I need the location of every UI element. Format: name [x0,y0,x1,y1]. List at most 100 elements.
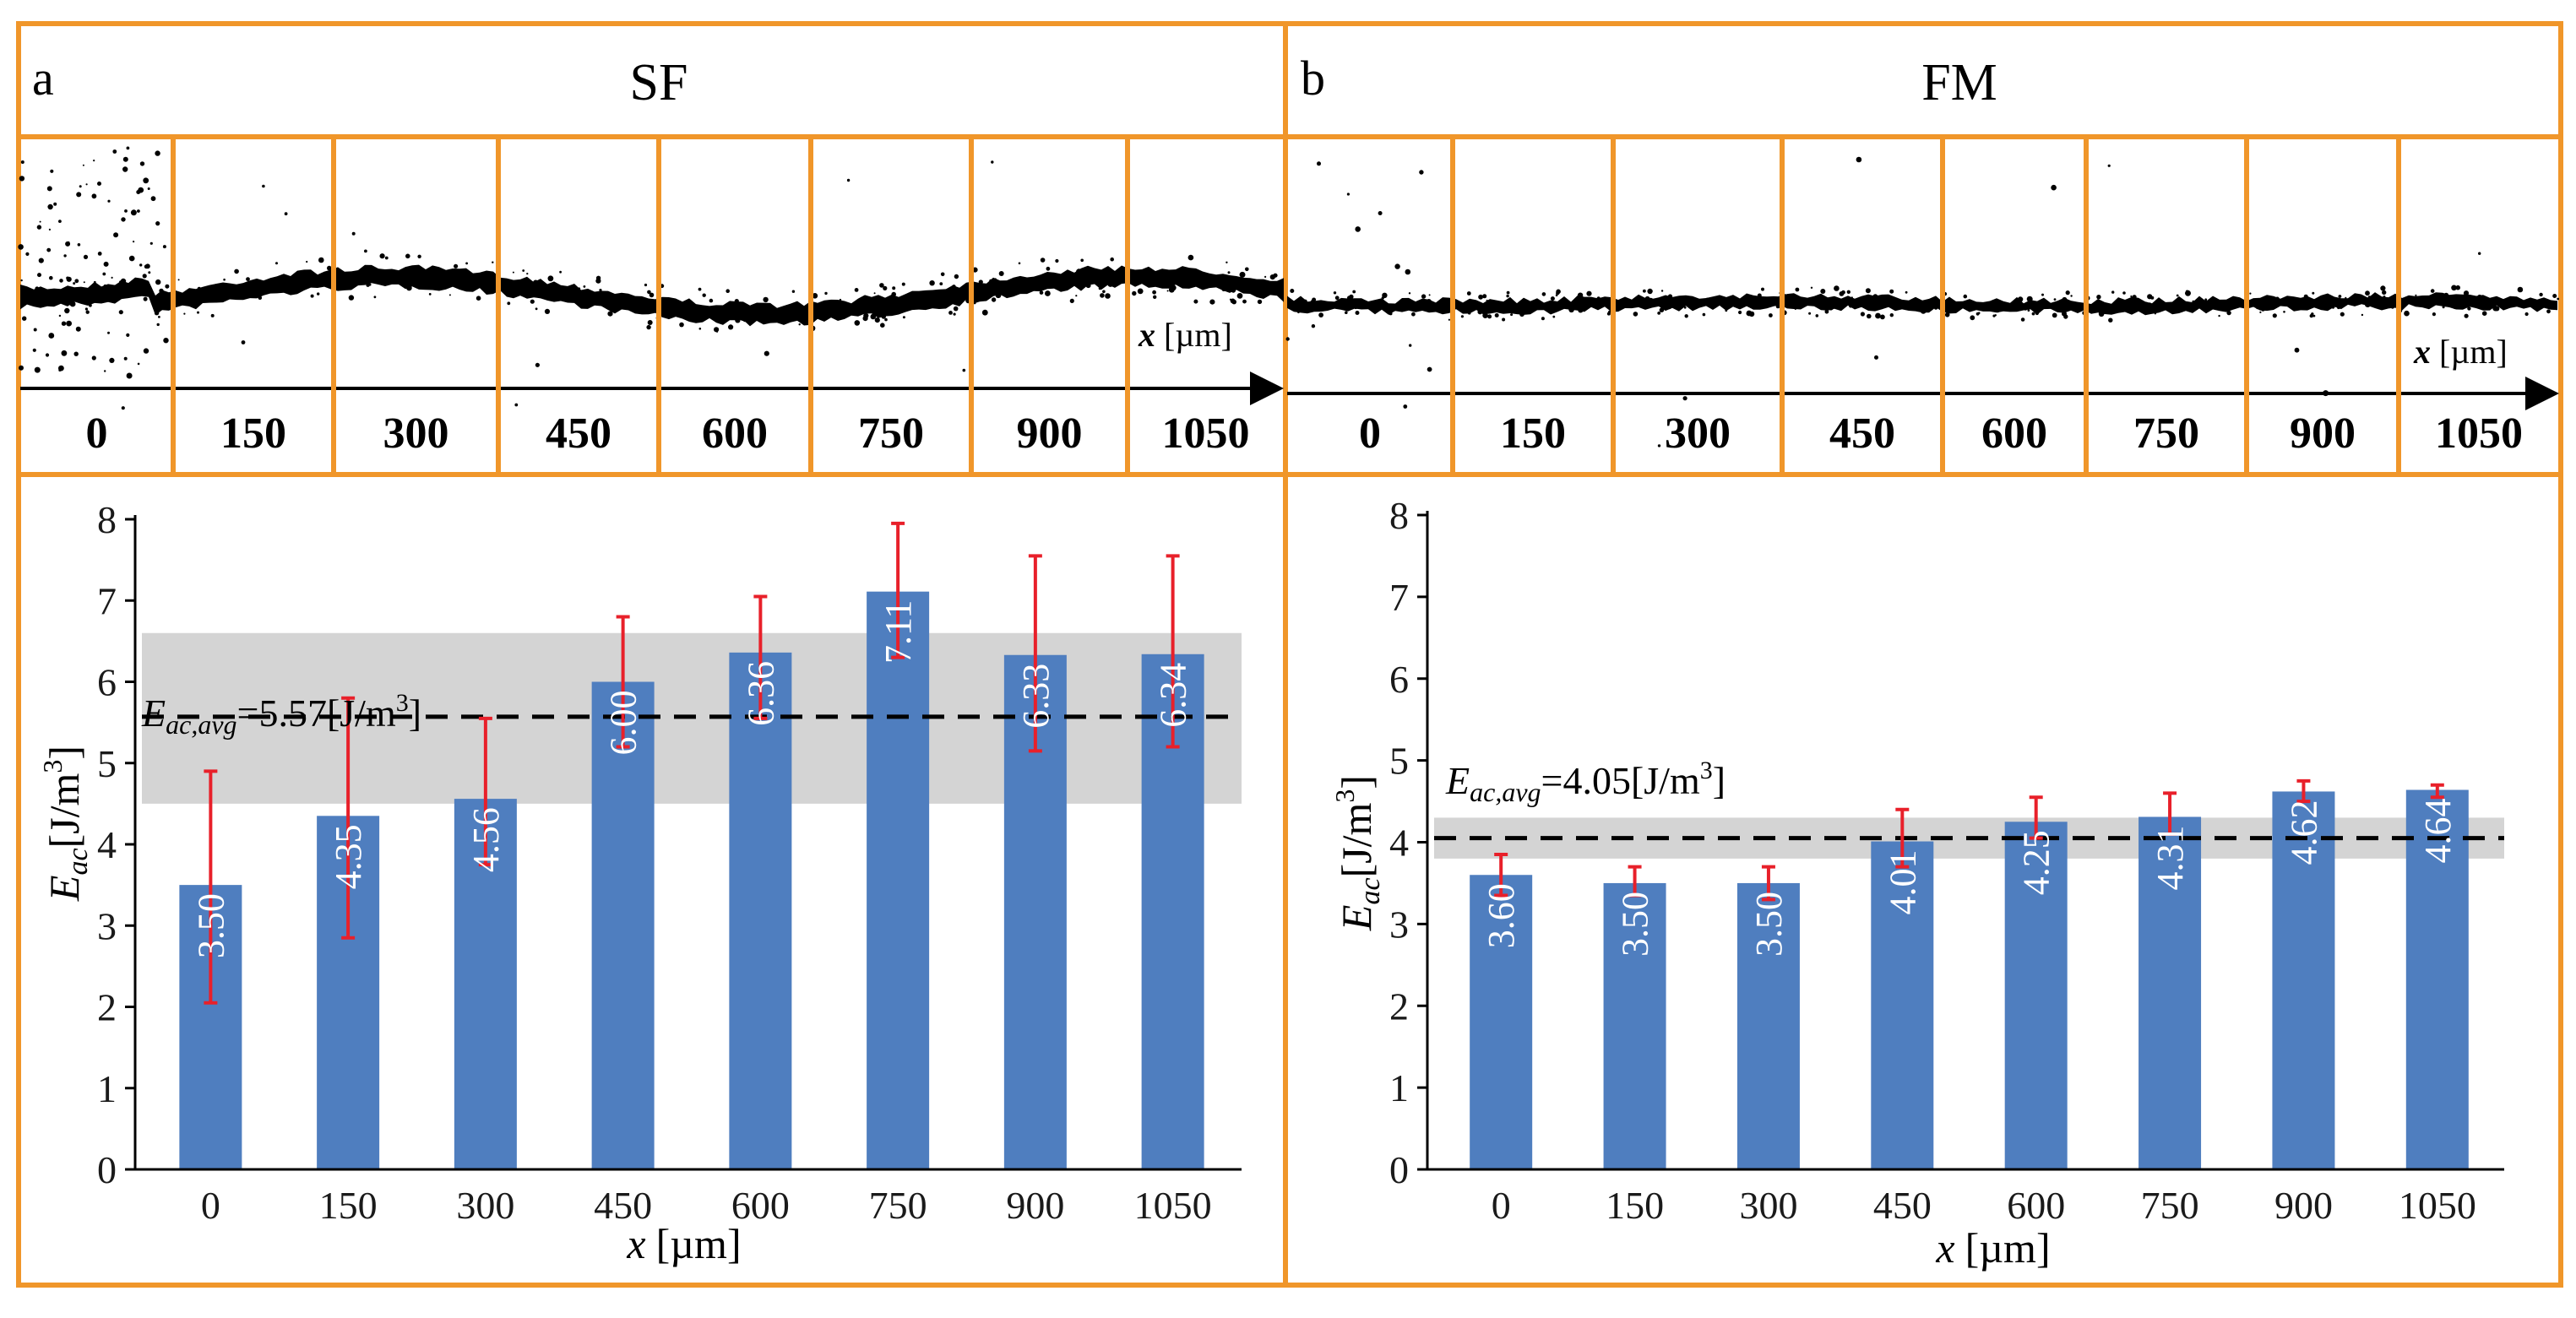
particle [323,275,329,279]
particle [1705,297,1709,301]
particle [1264,275,1267,278]
particle [149,241,153,245]
particle [698,287,702,291]
particle [298,270,302,274]
particle [514,403,519,407]
particle [1487,314,1492,319]
particle [1069,298,1074,303]
particle [1683,306,1687,309]
x-tick-label: 150 [319,1184,378,1227]
particle [56,292,60,297]
strip-label: 1050 [2435,410,2523,458]
particle [1236,293,1243,299]
particle [2275,296,2280,301]
particle [2383,296,2386,298]
particle [2020,317,2025,322]
particle [1678,297,1683,302]
particle [1358,305,1361,307]
particle [1680,305,1682,307]
particle [1152,290,1156,295]
particle [177,279,180,281]
particle [2171,309,2174,312]
strip-axis-label-b: x [µm] [2413,333,2508,371]
particle [275,280,279,284]
particle [650,301,656,307]
particle [1068,273,1073,278]
particle [1865,288,1871,294]
particle [1502,317,1506,322]
particle [1683,301,1686,303]
particle [163,338,169,344]
particle [61,321,67,326]
particle [1702,312,1706,317]
particle [296,285,301,290]
particle [93,160,95,162]
particle [1261,284,1264,287]
particle [599,292,603,296]
particle [19,176,25,182]
particle [981,309,988,316]
strip-axis-label-a: x [µm] [1138,316,1232,354]
particle [1269,274,1275,280]
particle [103,290,106,292]
particle [2035,307,2041,313]
particle [103,261,109,267]
particle [2132,295,2137,300]
particle [1477,309,1483,315]
particle [139,161,145,166]
particle [73,351,79,356]
particle [2524,312,2529,317]
particle [559,270,562,274]
particle [1660,290,1664,292]
particle [406,285,412,291]
particle [77,295,83,301]
particle [2028,301,2034,307]
particle [535,362,541,367]
particle [953,306,959,312]
particle [1657,312,1661,315]
particle [1731,296,1736,301]
particle [595,296,600,301]
particle [351,231,356,236]
particle [1421,294,1427,299]
particle [2382,290,2387,296]
particle [37,273,41,278]
particle [903,295,908,300]
particle [258,296,263,301]
bar-charts: 3.50 4.35 4.56 6.00 6.36 7.11 6.33 6.34 0 1 2 3 4 5 6 7… [97,494,2504,1227]
particle [742,317,747,323]
particle [948,296,954,300]
value-label-0: 3.60 [1481,883,1522,948]
particle [2517,286,2524,293]
particle [1166,290,1169,292]
particle [1738,310,1742,315]
particle [1193,299,1198,304]
value-label-600: 6.36 [740,661,781,726]
particle [1107,281,1114,287]
value-label-1050: 6.34 [1153,663,1194,728]
particle [126,146,130,150]
particle [1880,314,1885,320]
particle [1333,291,1337,295]
particle [991,160,994,164]
y-tick-label: 6 [1389,658,1409,701]
particle [1752,300,1755,303]
particle [1478,294,1483,300]
particle [197,286,201,291]
particle [1231,288,1236,293]
particle [532,279,539,286]
particle [1586,290,1592,296]
x-tick-label: 900 [2274,1184,2333,1227]
particle [1290,289,1295,293]
strip-label: 750 [2133,410,2199,458]
x-tick-label: 900 [1006,1184,1064,1227]
particle [1850,296,1853,299]
y-tick-label: 8 [1389,494,1409,537]
particle [1085,283,1091,289]
particle [417,254,421,258]
particle [139,282,145,288]
strip-label: 600 [1981,410,2047,458]
particle [2415,294,2417,296]
particle [1769,313,1773,317]
particle [67,241,70,244]
